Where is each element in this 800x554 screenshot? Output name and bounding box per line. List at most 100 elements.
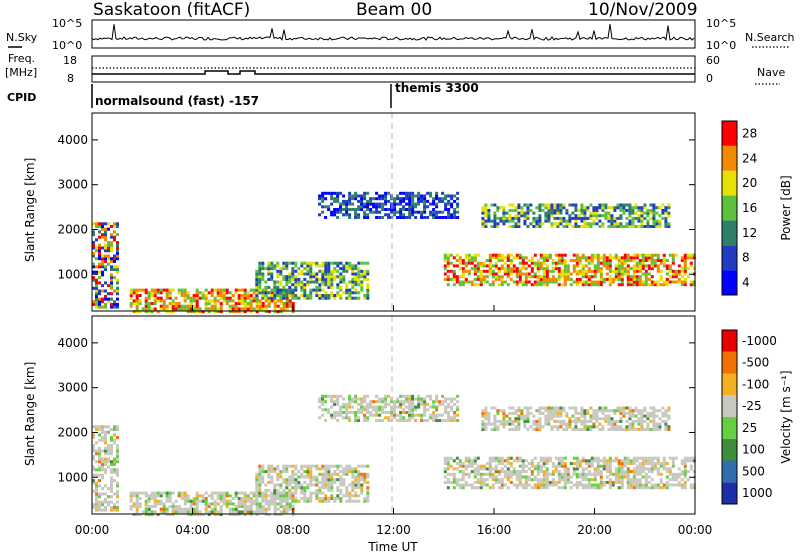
velocity-echo-cell [324,497,328,500]
power-echo-cell [300,288,304,292]
velocity-echo-cell [623,456,627,460]
velocity-echo-cell [300,464,304,468]
power-echo-cell [533,253,537,257]
velocity-echo-cell [384,397,388,401]
velocity-echo-cell [351,494,355,498]
power-echo-cell [467,259,471,262]
velocity-echo-cell [496,428,500,431]
power-echo-cell [95,284,98,288]
velocity-echo-cell [101,465,104,469]
power-echo-cell [104,249,107,253]
velocity-echo-cell [354,494,358,498]
colorbar-tick-label: 25 [742,421,757,435]
velocity-echo-cell [541,406,545,410]
velocity-echo-cell [378,405,382,409]
velocity-echo-cell [165,507,169,511]
velocity-echo-cell [204,510,208,514]
power-echo-cell [354,283,358,287]
power-echo-cell [354,197,358,201]
power-echo-cell [273,296,277,300]
velocity-echo-cell [110,479,113,483]
velocity-echo-cell [297,475,301,479]
velocity-echo-cell [620,467,624,471]
power-echo-cell [237,294,241,297]
velocity-echo-cell [315,480,319,484]
velocity-echo-cell [318,416,322,420]
power-echo-cell [222,299,226,303]
power-echo-cell [243,296,247,300]
velocity-echo-cell [562,422,566,426]
velocity-echo-cell [602,480,606,484]
velocity-echo-cell [611,472,615,476]
velocity-echo-cell [450,419,454,422]
power-echo-cell [336,208,340,211]
power-echo-cell [575,283,579,287]
velocity-echo-cell [497,486,501,490]
velocity-echo-cell [613,409,617,413]
velocity-echo-cell [521,459,525,463]
velocity-echo-cell [563,470,567,474]
power-echo-cell [408,205,412,209]
velocity-echo-cell [288,483,292,487]
power-echo-cell [450,202,454,206]
velocity-echo-cell [92,444,95,448]
velocity-echo-cell [348,464,352,468]
velocity-echo-cell [655,414,659,418]
velocity-echo-cell [144,491,148,495]
velocity-echo-cell [584,462,588,465]
velocity-echo-cell [569,480,573,484]
nave-tick-bottom: 0 [706,72,713,85]
velocity-echo-cell [497,459,501,463]
velocity-echo-cell [464,472,468,476]
power-echo-cell [566,277,570,281]
power-echo-cell [306,296,310,300]
velocity-echo-cell [484,409,488,413]
velocity-echo-cell [643,428,647,431]
power-echo-cell [544,216,548,220]
y-tick-label: 3000 [57,178,88,192]
velocity-echo-cell [562,428,566,431]
velocity-echo-cell [497,478,501,482]
power-echo-cell [686,267,690,271]
velocity-echo-cell [532,428,536,431]
power-echo-cell [92,254,95,258]
power-echo-cell [581,256,585,260]
power-echo-cell [599,269,603,273]
velocity-echo-cell [288,494,292,498]
velocity-echo-cell [113,460,116,464]
power-echo-cell [560,259,564,262]
velocity-echo-cell [557,459,561,463]
velocity-echo-cell [153,505,157,508]
power-echo-cell [107,284,110,288]
velocity-echo-cell [303,475,307,479]
power-echo-cell [659,259,663,262]
power-echo-cell [473,256,477,260]
velocity-echo-cell [95,481,98,485]
velocity-echo-cell [542,464,546,468]
power-echo-cell [116,278,119,282]
velocity-echo-cell [671,475,675,479]
velocity-echo-cell [629,480,633,484]
power-echo-cell [616,222,620,226]
velocity-echo-cell [255,486,259,490]
velocity-echo-cell [662,483,666,487]
velocity-echo-cell [393,405,397,409]
velocity-echo-cell [514,419,518,423]
power-echo-cell [514,208,518,212]
power-echo-cell [261,288,265,292]
power-echo-cell [261,264,265,268]
colorbar-tick-label: -100 [742,377,769,391]
power-echo-cell [285,283,289,287]
velocity-echo-cell [255,502,259,506]
power-echo-cell [479,275,483,279]
power-echo-cell [500,259,504,262]
power-echo-cell [129,296,133,300]
velocity-echo-cell [116,489,119,493]
velocity-echo-cell [515,459,519,463]
power-echo-cell [494,264,498,268]
power-echo-cell [467,261,471,265]
power-echo-cell [107,300,110,304]
power-echo-cell [536,259,540,262]
power-echo-cell [595,216,599,220]
power-echo-cell [183,288,187,292]
